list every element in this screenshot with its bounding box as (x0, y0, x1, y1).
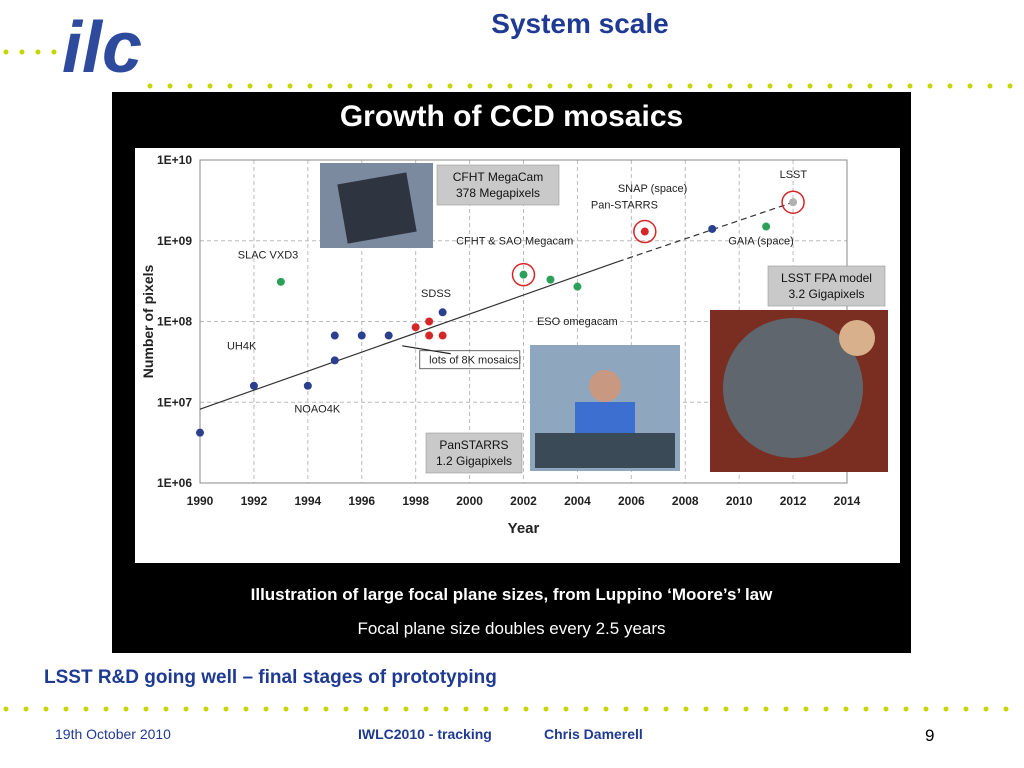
trend-line-dashed (617, 201, 794, 263)
data-point (438, 308, 447, 317)
data-point (762, 222, 771, 231)
photo-label-text: 3.2 Gigapixels (788, 287, 864, 301)
photo-label-box (767, 265, 886, 307)
y-tick-label: 1E+06 (157, 476, 192, 490)
logo-text: ilc (62, 8, 142, 88)
point-annotation: ESO omegacam (537, 316, 618, 328)
footer-author: Chris Damerell (544, 726, 643, 742)
figure-panel: Growth of CCD mosaics 1990 1992 1994 1996 19… (112, 92, 911, 653)
highlight-ring (511, 262, 536, 287)
point-annotation: UH4K (227, 341, 257, 353)
data-point (519, 270, 528, 279)
point-annotation: SDSS (421, 288, 451, 300)
data-point (330, 331, 339, 340)
photo-label-text: PanSTARRS (439, 438, 508, 452)
panstarrs-photo-detector (535, 433, 675, 468)
point-annotation: Pan-STARRS (591, 200, 658, 212)
data-point (384, 331, 393, 340)
point-annotation: LSST (780, 169, 808, 181)
y-tick-label: 1E+09 (157, 234, 192, 248)
data-point (546, 275, 555, 284)
point-annotation: SLAC VXD3 (238, 250, 299, 262)
point-annotation: lots of 8K mosaics! (429, 355, 521, 367)
data-point (640, 227, 649, 236)
data-point (330, 356, 339, 365)
data-point (357, 331, 366, 340)
x-tick-label: 2012 (780, 494, 807, 508)
figure-heading: Growth of CCD mosaics (339, 100, 684, 133)
data-point (425, 331, 434, 340)
page-number: 9 (925, 726, 935, 745)
data-point (411, 323, 420, 332)
x-tick-label: 2010 (726, 494, 753, 508)
data-point (303, 381, 312, 390)
point-annotation: GAIA (space) (728, 235, 793, 247)
data-point (708, 224, 717, 233)
x-tick-label: 1998 (402, 494, 429, 508)
ilc-logo: ilc (62, 8, 142, 88)
photo-label-text: 1.2 Gigapixels (436, 454, 512, 468)
slide-title: System scale (491, 8, 669, 39)
lsst-fpa-photo-detector (723, 318, 863, 458)
footer-date: 19th October 2010 (55, 726, 171, 742)
photo-label-box (425, 432, 523, 474)
photo-label-box (436, 164, 560, 206)
x-tick-label: 2014 (834, 494, 861, 508)
data-point (276, 277, 285, 286)
x-tick-label: 2008 (672, 494, 699, 508)
point-annotation: NOAO4K (294, 403, 341, 415)
y-tick-label: 1E+10 (157, 153, 192, 167)
x-tick-label: 1992 (241, 494, 268, 508)
photo-label-text: 378 Megapixels (456, 186, 540, 200)
megacam-photo-detector (337, 172, 417, 244)
x-tick-label: 2004 (564, 494, 591, 508)
highlight-ring (781, 190, 805, 214)
panstarrs-photo-person (589, 370, 621, 402)
highlight-ring (633, 219, 657, 244)
data-point (789, 198, 798, 207)
data-point (249, 381, 258, 390)
figure-caption-line1: Illustration of large focal plane sizes,… (250, 585, 773, 604)
lsst-fpa-photo-person (839, 320, 875, 356)
ccd-growth-chart: 1990 1992 1994 1996 1998 2000 2002 2004 2006 2008… (140, 153, 888, 537)
photo-label-text: CFHT MegaCam (453, 170, 543, 184)
chart-area: 1990 1992 1994 1996 1998 2000 2002 2004 2006 2008… (135, 148, 900, 563)
bottom-dotted-rule (3, 706, 1009, 712)
data-point (573, 282, 582, 291)
annotation-box (419, 350, 521, 370)
top-dotted-rule (3, 49, 1013, 89)
y-tick-label: 1E+08 (157, 315, 192, 329)
data-point (438, 331, 447, 340)
data-point (425, 317, 434, 326)
slide-subtitle: LSST R&D going well – final stages of pr… (44, 667, 497, 688)
trend-line-solid (199, 261, 619, 410)
photo-label-text: LSST FPA model (781, 271, 872, 285)
data-point (196, 428, 204, 437)
x-tick-label: 1994 (294, 494, 321, 508)
x-tick-label: 2000 (456, 494, 483, 508)
x-tick-label: 2006 (618, 494, 645, 508)
y-tick-label: 1E+07 (157, 395, 192, 409)
y-axis-label: Number of pixels (140, 265, 156, 379)
footer-event: IWLC2010 - tracking (358, 726, 492, 742)
x-tick-label: 2002 (510, 494, 537, 508)
x-tick-label: 1990 (187, 494, 214, 508)
x-tick-label: 1996 (348, 494, 375, 508)
figure-caption-line2: Focal plane size doubles every 2.5 years (357, 619, 666, 638)
point-annotation: CFHT & SAO Megacam (456, 235, 573, 247)
point-annotation: SNAP (space) (618, 183, 688, 195)
annotation-arrow (402, 345, 451, 355)
x-axis-label: Year (508, 520, 540, 537)
